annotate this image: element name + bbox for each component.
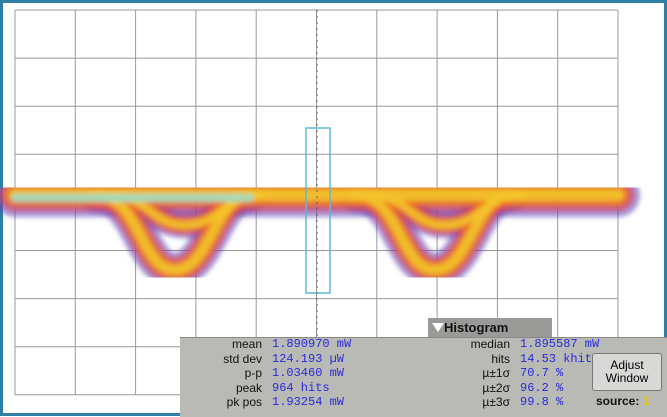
- stat-label: µ±3σ: [482, 395, 510, 409]
- stat-label: hits: [491, 351, 510, 366]
- stat-label: pk pos: [226, 395, 262, 409]
- stat-value: 14.53 khits: [520, 351, 600, 366]
- source: source: 1: [596, 394, 650, 408]
- stat-label: p-p: [244, 366, 262, 380]
- histogram-window: [305, 127, 331, 294]
- source-label: source:: [596, 394, 640, 408]
- stat-value: 99.8 %: [520, 395, 564, 409]
- eye-dip: [361, 191, 524, 229]
- stat-label: std dev: [223, 351, 262, 366]
- stat-value: 1.03460 mW: [272, 366, 345, 380]
- source-value: 1: [643, 394, 651, 408]
- stat-label: mean: [231, 337, 262, 351]
- stat-value: 1.890970 mW: [272, 337, 352, 351]
- stat-value: 124.193 µW: [272, 351, 345, 366]
- stat-label: peak: [235, 380, 262, 395]
- stat-value: 1.93254 mW: [272, 395, 345, 409]
- histogram-tab[interactable]: Histogram: [428, 318, 552, 337]
- stat-value: 964 hits: [272, 380, 330, 395]
- stat-value: 70.7 %: [520, 366, 564, 380]
- stat-value: 1.895587 mW: [520, 337, 600, 351]
- eye-diagram: [0, 173, 640, 288]
- histogram-panel: [180, 337, 667, 417]
- stat-label: µ±2σ: [482, 380, 510, 395]
- stat-label: µ±1σ: [482, 366, 510, 380]
- adjust-window-button[interactable]: Adjust Window: [592, 353, 662, 391]
- stat-value: 96.2 %: [520, 380, 564, 395]
- stat-label: median: [470, 337, 510, 351]
